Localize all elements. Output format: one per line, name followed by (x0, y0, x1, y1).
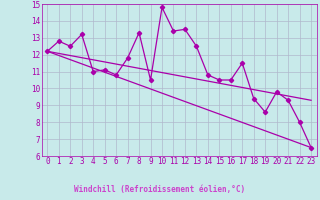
Text: Windchill (Refroidissement éolien,°C): Windchill (Refroidissement éolien,°C) (75, 185, 245, 194)
